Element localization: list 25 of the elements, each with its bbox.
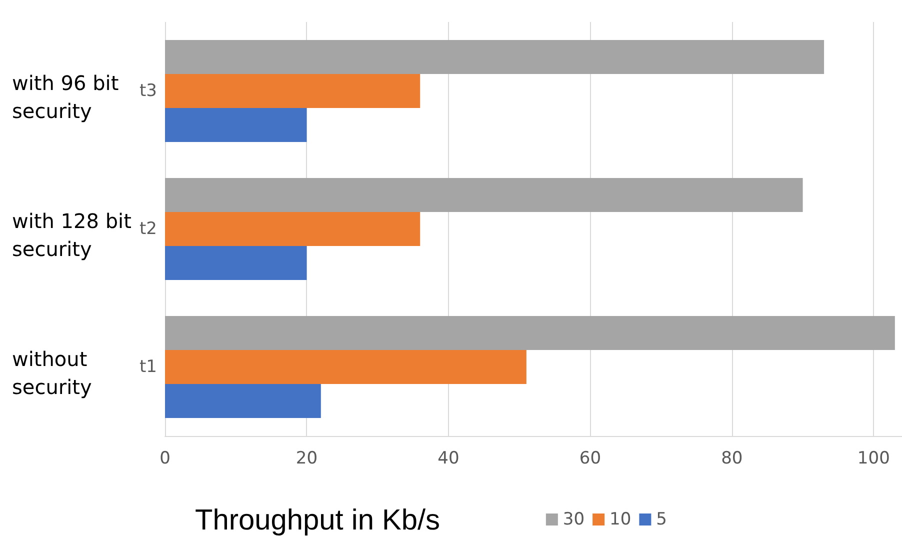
bar	[165, 316, 895, 350]
x-tick-label: 0	[160, 448, 170, 468]
text: without security	[12, 347, 94, 399]
x-tick-label: 60	[579, 448, 602, 468]
bar	[165, 246, 307, 280]
text: with 96 bit security	[12, 71, 126, 123]
bar	[165, 40, 824, 74]
x-tick-label: 100	[857, 448, 890, 468]
bar	[165, 74, 420, 108]
x-tick-label: 80	[721, 448, 743, 468]
y-tick-label: t3	[140, 81, 157, 101]
y-tick-label: t1	[140, 357, 157, 377]
bar	[165, 350, 526, 384]
x-tick-label: 40	[438, 448, 460, 468]
legend-label: 10	[610, 510, 632, 530]
x-tick-label: 20	[296, 448, 318, 468]
y-tick-label: t2	[140, 219, 157, 239]
legend-label: 5	[656, 510, 668, 530]
legend-label: 30	[562, 510, 585, 530]
bar	[165, 178, 803, 212]
bar	[165, 384, 321, 418]
bar	[165, 212, 420, 246]
text: with 128 bit security	[12, 209, 138, 261]
bar	[165, 108, 307, 142]
x-axis-title: Throughput in Kb/s	[195, 504, 440, 536]
